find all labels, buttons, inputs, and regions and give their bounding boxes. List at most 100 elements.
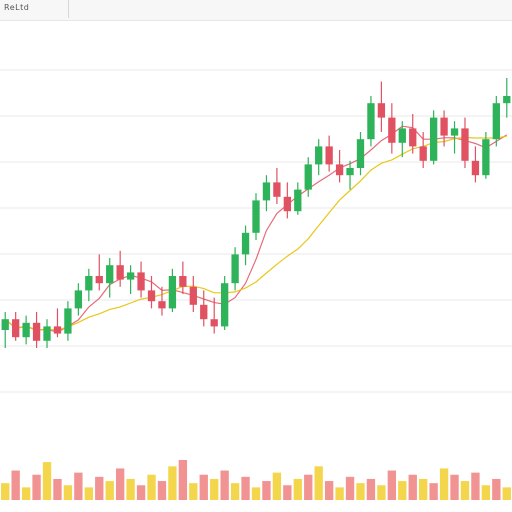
volume-bar xyxy=(126,478,135,500)
volume-bar xyxy=(42,462,52,500)
candle-body xyxy=(262,182,271,201)
candle-body xyxy=(210,319,218,327)
volume-bar xyxy=(439,468,449,500)
volume-bar xyxy=(74,472,83,500)
candle-body xyxy=(179,276,187,287)
volume-bar xyxy=(115,468,125,500)
candle-body xyxy=(440,117,448,136)
candle-body xyxy=(220,283,229,327)
volume-bar xyxy=(304,474,313,500)
volume-bar xyxy=(377,485,386,500)
volume-bar xyxy=(105,481,114,500)
candle-body xyxy=(450,128,459,136)
candle-body xyxy=(32,322,41,341)
volume-bar xyxy=(283,485,292,500)
candle-body xyxy=(492,103,500,140)
candle-body xyxy=(53,326,62,334)
volume-bar xyxy=(136,485,146,500)
volume-bar xyxy=(335,487,344,500)
candle-body xyxy=(398,128,406,143)
volume-bar xyxy=(314,466,323,500)
candle-body xyxy=(273,182,281,197)
gridlines xyxy=(0,69,512,393)
volume-bar xyxy=(429,483,438,500)
volume-bar xyxy=(178,460,188,500)
candle-body xyxy=(147,290,156,302)
candle-body xyxy=(429,117,438,161)
candle-body xyxy=(200,304,208,320)
volume-bar xyxy=(272,472,282,500)
candle-body xyxy=(346,168,354,176)
candle-body xyxy=(419,146,427,161)
volume-bar xyxy=(189,483,198,500)
candle-body xyxy=(43,326,51,341)
volume-bar xyxy=(157,481,167,500)
volume-bar xyxy=(147,474,156,500)
volume-bar xyxy=(241,476,250,500)
volume-bar xyxy=(419,478,428,500)
candle-body xyxy=(22,322,30,338)
candle-body xyxy=(356,139,365,168)
volume-bar xyxy=(492,478,501,500)
candle-body xyxy=(1,319,9,330)
volume-bars xyxy=(1,460,511,500)
volume-bar xyxy=(262,481,271,500)
volume-bar xyxy=(220,470,229,500)
toolbar-label: ReLtd xyxy=(4,3,30,12)
volume-bar xyxy=(53,478,62,500)
candle-body xyxy=(64,308,72,334)
volume-bar xyxy=(356,483,365,500)
toolbar-divider xyxy=(68,0,69,18)
volume-bar xyxy=(210,478,219,500)
volume-bar xyxy=(199,474,208,500)
candle-body xyxy=(335,164,344,176)
volume-bar xyxy=(32,474,41,500)
candle-body xyxy=(294,189,302,212)
candle-body xyxy=(367,103,375,140)
candle-body xyxy=(471,160,480,176)
volume-bar xyxy=(95,476,104,500)
volume-bar xyxy=(251,487,261,500)
volume-bar xyxy=(481,485,491,500)
volume-bar xyxy=(1,483,10,500)
volume-bar xyxy=(63,485,73,500)
candle-body xyxy=(377,103,386,118)
candle-body xyxy=(315,146,323,165)
candle-body xyxy=(137,272,145,291)
candlestick-chart xyxy=(0,69,512,500)
candle-body xyxy=(241,232,250,255)
volume-bar xyxy=(387,470,397,500)
candle-body xyxy=(95,276,103,284)
candle-body xyxy=(461,128,469,161)
volume-bar xyxy=(450,474,459,500)
candle-body xyxy=(388,117,396,143)
volume-bar xyxy=(11,470,20,500)
volume-bar xyxy=(21,487,31,500)
candle-body xyxy=(409,128,417,147)
candle-body xyxy=(283,196,292,212)
candle-body xyxy=(126,272,135,280)
top-toolbar: ReLtd xyxy=(0,0,512,21)
candle-body xyxy=(12,319,20,338)
volume-bar xyxy=(168,466,177,500)
candle-body xyxy=(325,146,333,165)
candle-body xyxy=(503,96,511,104)
volume-bar xyxy=(324,481,334,500)
volume-bar xyxy=(471,472,480,500)
volume-bar xyxy=(502,487,511,500)
candle-body xyxy=(74,290,83,309)
volume-bar xyxy=(366,478,376,500)
volume-bar xyxy=(398,481,407,500)
candle-body xyxy=(85,276,93,291)
candle-body xyxy=(106,265,114,284)
candles xyxy=(1,78,511,348)
candle-body xyxy=(231,254,239,284)
volume-bar xyxy=(408,474,417,500)
candle-body xyxy=(158,301,166,309)
volume-bar xyxy=(460,481,470,500)
candle-body xyxy=(304,164,312,190)
volume-bar xyxy=(345,476,355,500)
candle-body xyxy=(189,286,197,305)
candle-body xyxy=(252,200,260,233)
volume-bar xyxy=(293,478,302,500)
